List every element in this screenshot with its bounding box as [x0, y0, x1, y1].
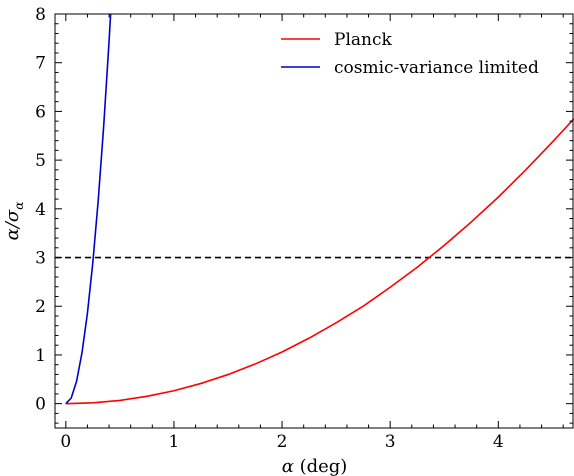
legend-label-1: cosmic-variance limited [334, 58, 539, 78]
y-tick-label: 1 [35, 346, 46, 366]
y-tick-label: 2 [35, 297, 46, 317]
x-axis-label: α (deg) [282, 456, 348, 476]
y-tick-label: 5 [35, 151, 46, 171]
y-axis-label: α/σα [2, 202, 26, 241]
x-tick-label: 4 [493, 432, 504, 452]
axis-tick-labels: 0 1 2 3 4 0 1 2 3 4 5 6 7 8 [35, 5, 504, 452]
y-tick-label: 0 [35, 395, 46, 415]
series-line-1 [65, 14, 112, 405]
legend: Planck cosmic-variance limited [281, 30, 539, 78]
plot-area [55, 14, 574, 405]
x-tick-label: 0 [60, 432, 71, 452]
y-tick-label: 3 [35, 249, 46, 269]
series-lines [65, 14, 574, 405]
legend-label-0: Planck [334, 30, 392, 50]
series-line-0 [65, 118, 574, 405]
axis-ticks [55, 13, 573, 428]
x-tick-label: 2 [277, 432, 288, 452]
x-tick-label: 1 [169, 432, 180, 452]
y-tick-label: 7 [35, 54, 46, 74]
y-tick-label: 6 [35, 102, 46, 122]
x-tick-label: 3 [385, 432, 396, 452]
plot-frame [54, 13, 574, 429]
y-tick-label: 8 [35, 5, 46, 25]
y-tick-label: 4 [35, 200, 46, 220]
